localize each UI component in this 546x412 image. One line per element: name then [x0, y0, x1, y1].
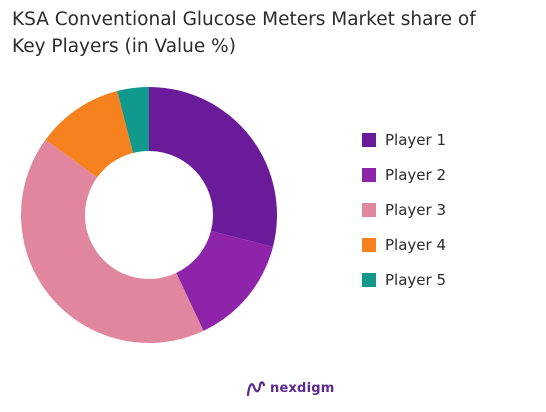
nexdigm-logo-icon	[246, 381, 266, 397]
legend-label: Player 3	[385, 200, 446, 219]
brand-name: nexdigm	[270, 380, 335, 396]
legend: Player 1 Player 2 Player 3 Player 4 Play…	[362, 131, 446, 306]
legend-item-player-2: Player 2	[362, 165, 446, 184]
donut-slice-player-3	[20, 139, 204, 344]
legend-swatch	[362, 237, 376, 252]
legend-item-player-1: Player 1	[362, 130, 446, 149]
legend-swatch	[362, 202, 376, 217]
title-line-1: KSA Conventional Glucose Meters Market s…	[12, 9, 476, 30]
donut-slice-player-2	[176, 230, 273, 331]
donut-slice-player-4	[45, 91, 134, 178]
title-line-2: Key Players (in Value %)	[12, 36, 236, 57]
donut-slice-player-1	[149, 87, 277, 247]
brand-logo: nexdigm	[246, 379, 334, 397]
legend-item-player-4: Player 4	[362, 235, 446, 254]
chart-title: KSA Conventional Glucose Meters Market s…	[12, 6, 532, 60]
legend-swatch	[362, 132, 376, 147]
legend-label: Player 4	[385, 235, 446, 254]
legend-item-player-3: Player 3	[362, 200, 446, 219]
legend-label: Player 2	[385, 165, 446, 184]
legend-item-player-5: Player 5	[362, 270, 446, 289]
legend-swatch	[362, 272, 376, 287]
donut-slice-player-5	[117, 87, 149, 154]
legend-label: Player 1	[385, 130, 446, 149]
legend-swatch	[362, 167, 376, 182]
legend-label: Player 5	[385, 270, 446, 289]
